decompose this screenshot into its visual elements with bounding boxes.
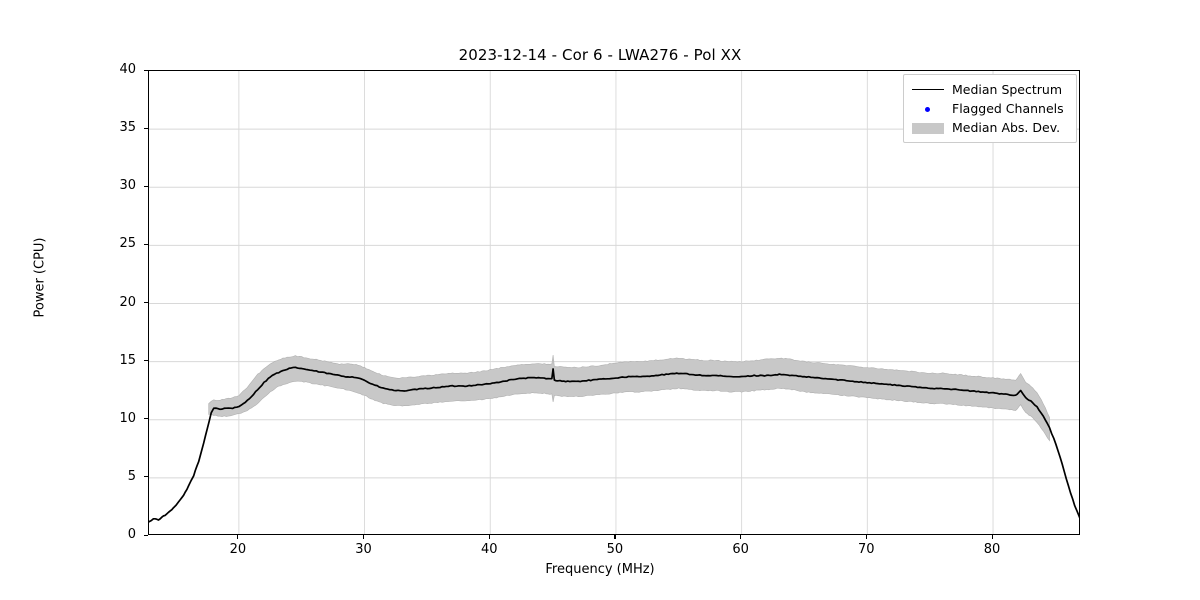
x-tick-label: 60 [732,542,749,557]
patch-swatch-icon [911,121,945,135]
median-spectrum-line [149,366,1079,523]
y-tick-mark [144,360,148,362]
legend-label: Median Abs. Dev. [952,120,1061,135]
legend-label: Median Spectrum [952,82,1063,97]
y-tick-mark [144,476,148,478]
median-abs-dev-edge [208,355,1050,442]
y-tick-label: 40 [119,62,136,77]
legend-label: Flagged Channels [952,101,1064,116]
x-tick-label: 40 [480,542,498,557]
x-tick-label: 50 [606,542,624,557]
y-tick-mark [144,127,148,129]
y-tick-mark [144,69,148,71]
y-tick-mark [144,302,148,304]
y-tick-label: 30 [119,178,136,194]
x-tick-label: 80 [983,542,1001,557]
y-tick-mark [144,185,148,187]
x-tick-mark [237,535,239,539]
dot-marker-icon [911,102,945,116]
x-tick-mark [363,535,365,539]
line-swatch-icon [911,83,945,97]
y-tick-label: 15 [119,352,136,368]
legend-item-median-abs-dev: Median Abs. Dev. [911,118,1069,137]
legend-item-flagged-channels: Flagged Channels [911,99,1069,118]
y-axis-label: Power (CPU) [32,237,48,318]
x-tick-mark [865,535,867,539]
y-tick-label: 20 [119,294,136,310]
y-tick-mark [144,418,148,420]
y-tick-label: 0 [127,527,136,542]
x-tick-mark [991,535,993,539]
y-tick-mark [144,243,148,245]
median-abs-dev-band [208,355,1050,441]
x-tick-label: 70 [858,542,875,557]
y-tick-label: 35 [119,120,136,136]
x-tick-mark [614,535,616,539]
x-tick-mark [488,535,490,539]
x-axis-label: Frequency (MHz) [545,562,655,577]
y-tick-label: 10 [119,410,136,426]
y-tick-label: 25 [119,236,136,252]
x-tick-mark [740,535,742,539]
y-tick-label: 5 [127,468,136,484]
y-tick-mark [144,534,148,536]
legend-item-median-spectrum: Median Spectrum [911,80,1069,99]
plot-svg [149,71,1079,534]
plot-axes [148,70,1080,535]
chart-legend: Median Spectrum Flagged Channels Median … [903,74,1077,143]
x-tick-label: 30 [355,542,372,557]
x-tick-label: 20 [229,542,247,557]
chart-title: 2023-12-14 - Cor 6 - LWA276 - Pol XX [458,46,742,64]
